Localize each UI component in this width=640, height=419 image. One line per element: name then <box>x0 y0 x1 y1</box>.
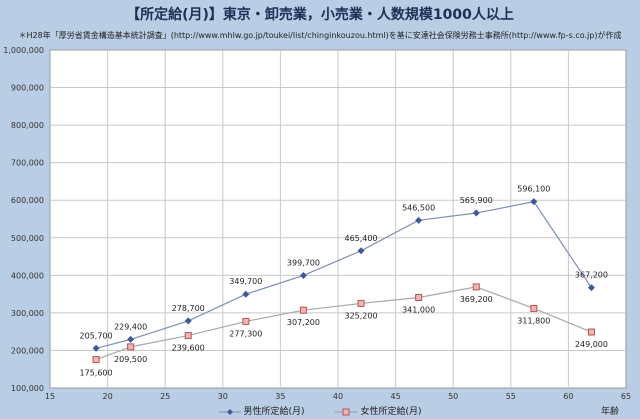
x-tick-label: 55 <box>506 392 516 401</box>
x-tick-label: 30 <box>218 392 228 401</box>
data-point-male <box>415 216 423 224</box>
data-label-female: 209,500 <box>114 355 147 364</box>
data-label-male: 565,900 <box>460 196 493 205</box>
data-point-male <box>530 198 538 206</box>
y-tick-label: 300,000 <box>11 309 44 318</box>
data-label-male: 367,200 <box>575 271 608 280</box>
x-tick-label: 25 <box>160 392 170 401</box>
y-tick-label: 100,000 <box>11 384 44 393</box>
y-tick-label: 700,000 <box>11 159 44 168</box>
data-label-female: 341,000 <box>402 305 435 314</box>
y-tick-label: 200,000 <box>11 346 44 355</box>
legend-item-male: 男性所定給(月) <box>218 404 305 417</box>
data-label-female: 325,200 <box>344 311 377 320</box>
data-label-male: 546,500 <box>402 203 435 212</box>
data-point-male <box>184 317 192 325</box>
legend-swatch-female <box>335 408 358 415</box>
data-point-female <box>357 299 365 307</box>
data-point-female <box>127 343 135 351</box>
data-point-female <box>472 283 480 291</box>
data-label-female: 307,200 <box>287 318 320 327</box>
data-label-male: 229,400 <box>114 322 147 331</box>
legend: 男性所定給(月) 女性所定給(月) <box>0 404 640 417</box>
legend-label-male: 男性所定給(月) <box>243 407 305 417</box>
x-tick-label: 45 <box>391 392 401 401</box>
data-point-female <box>587 328 595 336</box>
data-point-female <box>242 317 250 325</box>
y-tick-label: 600,000 <box>11 196 44 205</box>
data-label-female: 369,200 <box>460 295 493 304</box>
data-label-female: 175,600 <box>80 369 113 378</box>
x-tick-label: 65 <box>621 392 631 401</box>
x-tick-label: 20 <box>103 392 113 401</box>
x-tick-label: 40 <box>333 392 343 401</box>
x-tick-label: 60 <box>563 392 573 401</box>
chart-title: 【所定給(月)】東京・卸売業，小売業・人数規模1000人以上 <box>126 7 514 23</box>
data-label-male: 205,700 <box>80 331 113 340</box>
data-point-female <box>415 293 423 301</box>
legend-swatch-male <box>218 408 241 415</box>
data-point-male <box>127 335 135 343</box>
data-point-female <box>530 304 538 312</box>
legend-label-female: 女性所定給(月) <box>360 407 422 417</box>
x-tick-label: 15 <box>45 392 55 401</box>
x-tick-label: 35 <box>275 392 285 401</box>
data-point-male <box>299 271 307 279</box>
data-point-male <box>92 344 100 352</box>
data-label-male: 278,700 <box>172 304 205 313</box>
data-label-male: 596,100 <box>517 185 550 194</box>
y-tick-label: 500,000 <box>11 234 44 243</box>
data-point-male <box>242 290 250 298</box>
data-label-male: 399,700 <box>287 258 320 267</box>
x-tick-label: 50 <box>448 392 458 401</box>
y-tick-label: 400,000 <box>11 271 44 280</box>
y-tick-label: 900,000 <box>11 84 44 93</box>
data-label-male: 465,400 <box>344 234 377 243</box>
data-point-male <box>357 247 365 255</box>
y-tick-label: 800,000 <box>11 121 44 130</box>
data-point-female <box>184 332 192 340</box>
chart-subtitle: ＊H28年「厚労省賃金構造基本統計調査」(http://www.mhlw.go.… <box>18 31 622 40</box>
data-point-male <box>587 284 595 292</box>
legend-item-female: 女性所定給(月) <box>335 404 421 417</box>
data-point-female <box>299 306 307 314</box>
data-label-female: 311,800 <box>517 316 550 325</box>
data-label-female: 249,000 <box>575 340 608 349</box>
data-point-female <box>92 356 100 364</box>
y-tick-label: 1,000,000 <box>3 46 44 55</box>
data-label-male: 349,700 <box>229 277 262 286</box>
data-label-female: 277,300 <box>229 329 262 338</box>
data-label-female: 239,600 <box>172 344 205 353</box>
series-line-female <box>95 286 592 361</box>
series-line-male <box>95 201 592 349</box>
data-point-male <box>472 209 480 217</box>
x-axis-label: 年齢 <box>601 407 620 417</box>
